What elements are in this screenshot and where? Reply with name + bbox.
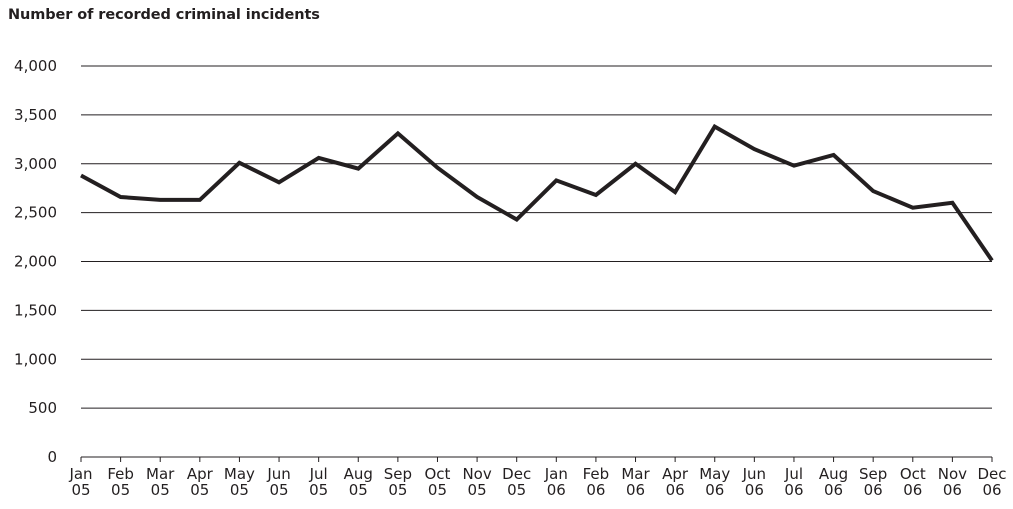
x-tick-label: Jul 05 [309, 465, 329, 499]
x-tick-label: Apr 05 [187, 465, 214, 499]
x-axis-tick-labels: Jan 05 Feb 05 Mar 05 Apr 05 May 05 Jun 05 Jul 05 Aug 05… [68, 465, 1006, 499]
x-tick-label: Jun 06 [742, 465, 766, 499]
y-tick-label: 1,500 [14, 301, 57, 319]
x-tick-label: Jul 06 [784, 465, 804, 499]
y-tick-label: 3,000 [14, 155, 57, 173]
x-tick-label: Sep 05 [384, 465, 412, 499]
x-tick-label: Sep 06 [859, 465, 887, 499]
x-tick-label: Mar 05 [146, 465, 175, 499]
x-tick-label: May 05 [224, 465, 255, 499]
x-tick-label: Mar 06 [621, 465, 650, 499]
y-tick-label: 2,500 [14, 204, 57, 222]
x-tick-label: Jun 05 [266, 465, 290, 499]
y-tick-label: 1,000 [14, 350, 57, 368]
y-axis-tick-labels: 0 500 1,000 1,500 2,000 2,500 3,000 3,500 4,000 [14, 57, 57, 466]
y-tick-label: 500 [28, 399, 57, 417]
y-tick-label: 0 [47, 448, 57, 466]
x-tick-label: Jan 05 [68, 465, 92, 499]
chart-title: Number of recorded criminal incidents [8, 7, 320, 23]
x-tick-label: Aug 06 [819, 465, 848, 499]
y-tick-label: 2,000 [14, 253, 57, 271]
y-tick-label: 3,500 [14, 106, 57, 124]
x-tick-label: Feb 06 [583, 465, 610, 499]
x-tick-label: Nov 06 [938, 465, 967, 499]
x-tick-label: Nov 05 [462, 465, 491, 499]
series-group [80, 123, 994, 262]
x-tick-label: Aug 05 [344, 465, 373, 499]
x-tick-label: May 06 [699, 465, 730, 499]
x-tick-label: Jan 06 [544, 465, 568, 499]
x-axis [80, 456, 993, 462]
y-tick-label: 4,000 [14, 57, 57, 75]
x-tick-label: Oct 06 [900, 465, 926, 499]
gridlines [81, 65, 992, 409]
x-tick-label: Feb 05 [107, 465, 134, 499]
x-tick-label: Dec 05 [502, 465, 531, 499]
x-tick-label: Dec 06 [977, 465, 1006, 499]
series-line [80, 123, 994, 262]
x-tick-label: Apr 06 [662, 465, 689, 499]
x-tick-label: Oct 05 [425, 465, 451, 499]
